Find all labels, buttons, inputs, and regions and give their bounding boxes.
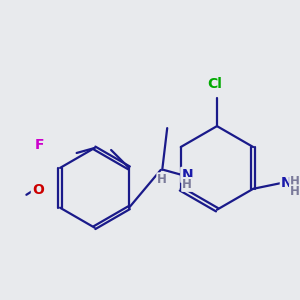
- Text: O: O: [32, 183, 44, 197]
- Text: Cl: Cl: [208, 77, 222, 91]
- Text: H: H: [290, 175, 300, 188]
- Text: H: H: [182, 178, 192, 191]
- Text: H: H: [157, 173, 167, 186]
- Text: H: H: [290, 185, 300, 198]
- Text: N: N: [281, 176, 292, 190]
- Text: N: N: [181, 168, 193, 182]
- Text: F: F: [35, 138, 45, 152]
